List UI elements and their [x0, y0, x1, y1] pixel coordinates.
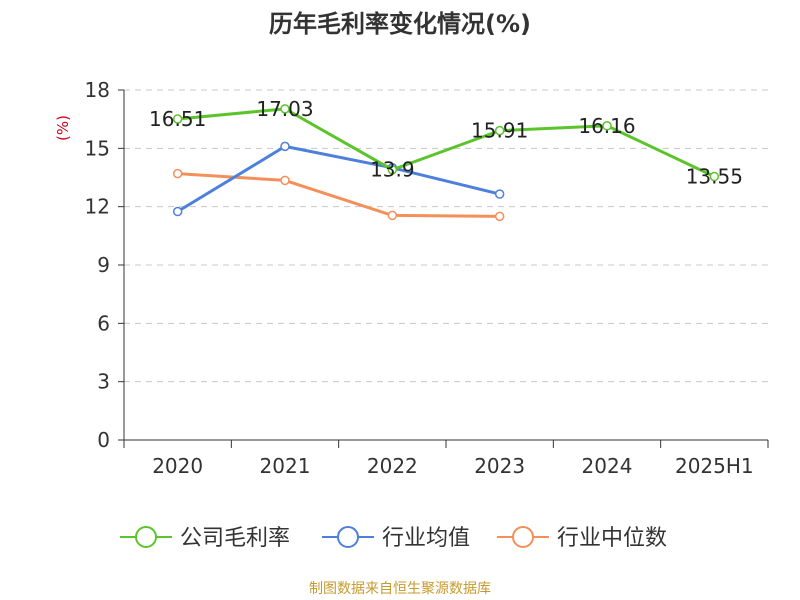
series-line — [177, 172, 500, 218]
data-point — [709, 171, 720, 182]
x-tick-label: 2024 — [582, 454, 633, 478]
y-tick-label: 6 — [97, 311, 110, 335]
data-point — [494, 189, 505, 199]
legend-marker — [135, 526, 157, 548]
legend-label: 行业均值 — [382, 526, 470, 551]
data-point — [387, 210, 398, 221]
data-point — [602, 121, 612, 131]
y-tick-label: 0 — [97, 428, 110, 452]
y-tick-label: 3 — [97, 370, 110, 394]
legend-label: 行业中位数 — [557, 526, 667, 551]
x-tick-label: 2021 — [260, 454, 311, 478]
y-tick-label: 18 — [85, 78, 110, 102]
data-point — [280, 141, 290, 152]
y-tick-label: 15 — [85, 136, 110, 160]
legend-marker — [512, 526, 534, 548]
axes: 0 3 6 9 12 15 18 2020 2021 2022 2023 2024 2025H1 — [85, 78, 769, 478]
data-point — [494, 125, 505, 136]
data-point — [280, 175, 290, 186]
data-point — [172, 114, 183, 124]
x-tick-label: 2020 — [152, 454, 203, 478]
data-label: 16.51 — [149, 107, 206, 131]
y-tick-label: 9 — [97, 253, 110, 277]
x-tick-label: 2022 — [367, 454, 418, 478]
series-line — [177, 107, 715, 178]
legend: 公司毛利率 行业均值 行业中位数 — [120, 526, 667, 551]
chart-title: 历年毛利率变化情况(%) — [269, 10, 531, 38]
x-tick-label: 2023 — [474, 454, 525, 478]
data-label: 15.91 — [471, 119, 528, 143]
data-point — [387, 164, 398, 175]
data-label: 17.03 — [256, 97, 313, 121]
y-tick-label: 12 — [85, 195, 110, 219]
data-label: 16.16 — [578, 114, 635, 138]
legend-marker — [337, 526, 359, 548]
data-label: 13.55 — [686, 165, 743, 189]
data-point — [280, 104, 290, 114]
source-note: 制图数据来自恒生聚源数据库 — [309, 581, 491, 597]
data-point — [494, 211, 505, 222]
series — [172, 104, 720, 222]
data-point — [172, 168, 183, 179]
data-labels: 16.51 17.03 13.9 15.91 16.16 13.55 — [149, 97, 743, 189]
x-tick-label: 2025H1 — [675, 454, 754, 478]
series-line — [176, 144, 501, 213]
data-point — [172, 206, 183, 217]
data-label: 13.9 — [370, 158, 415, 182]
gridlines — [124, 89, 768, 383]
legend-label: 公司毛利率 — [180, 526, 290, 551]
y-axis-label: (%) — [54, 115, 72, 141]
